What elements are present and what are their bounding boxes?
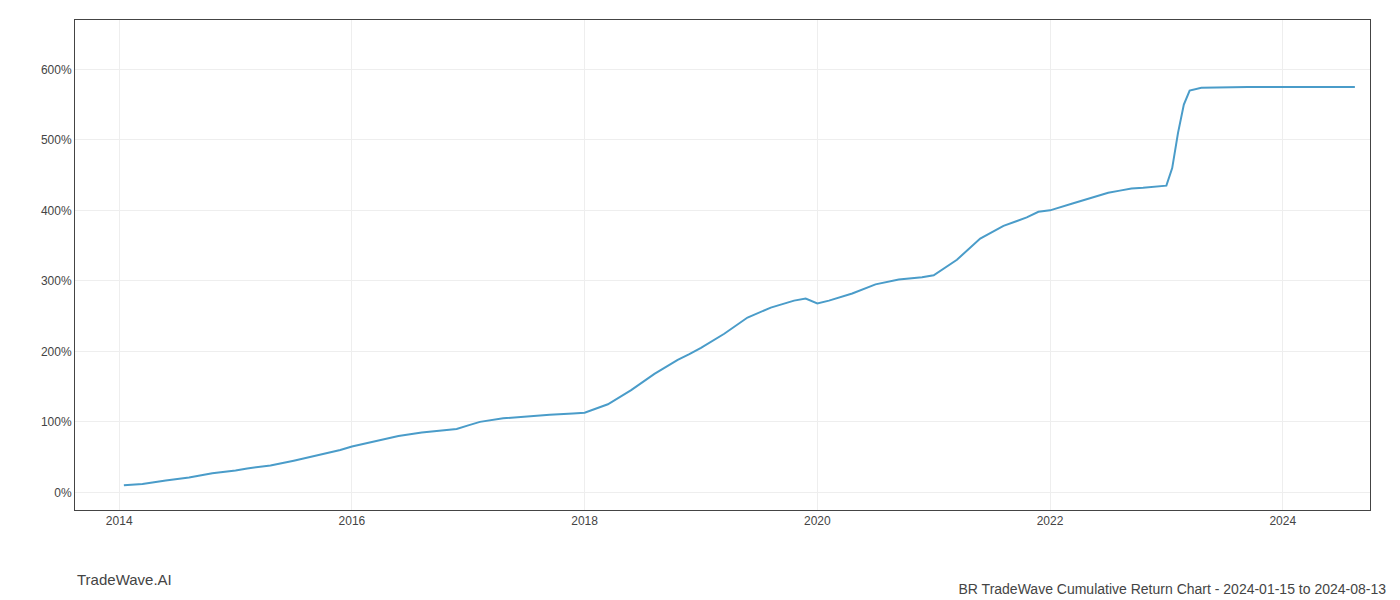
svg-text:2024: 2024 <box>1269 514 1296 528</box>
svg-text:100%: 100% <box>41 415 72 429</box>
svg-text:TradeWave.AI: TradeWave.AI <box>77 571 172 588</box>
svg-text:2018: 2018 <box>571 514 598 528</box>
svg-text:500%: 500% <box>41 133 72 147</box>
svg-text:300%: 300% <box>41 274 72 288</box>
svg-text:600%: 600% <box>41 63 72 77</box>
svg-text:0%: 0% <box>54 486 72 500</box>
svg-text:2014: 2014 <box>106 514 133 528</box>
svg-text:200%: 200% <box>41 345 72 359</box>
svg-text:BR TradeWave Cumulative Return: BR TradeWave Cumulative Return Chart - 2… <box>959 581 1387 597</box>
svg-text:2020: 2020 <box>804 514 831 528</box>
svg-text:2022: 2022 <box>1037 514 1064 528</box>
svg-text:2016: 2016 <box>339 514 366 528</box>
svg-text:400%: 400% <box>41 204 72 218</box>
